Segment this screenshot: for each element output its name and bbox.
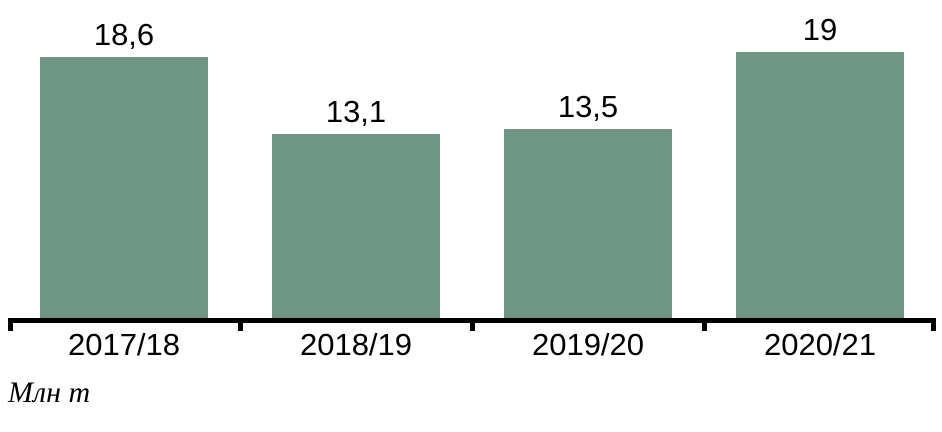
bar-group: 13,5 xyxy=(472,0,704,318)
bar xyxy=(736,52,904,318)
bar xyxy=(504,129,672,318)
plot-area: 18,6 13,1 13,5 19 xyxy=(8,0,936,318)
bar-value-label: 13,1 xyxy=(325,94,387,129)
x-axis-category-label: 2017/18 xyxy=(67,327,181,362)
bar xyxy=(272,134,440,318)
bar-value-label: 13,5 xyxy=(557,89,619,124)
x-axis-tick xyxy=(701,318,707,331)
x-axis-category-label: 2019/20 xyxy=(531,327,645,362)
y-axis-unit-label: Млн т xyxy=(8,376,91,409)
x-axis-tick xyxy=(8,318,13,331)
x-axis-tick xyxy=(931,318,936,331)
x-axis-labels: 2017/18 2018/19 2019/20 2020/21 xyxy=(8,325,936,365)
x-axis-category-label: 2018/19 xyxy=(299,327,413,362)
bar-group: 18,6 xyxy=(8,0,240,318)
bar-group: 13,1 xyxy=(240,0,472,318)
x-axis-tick xyxy=(237,318,243,331)
bar-value-label: 19 xyxy=(802,12,838,47)
bar xyxy=(40,57,208,318)
x-axis-tick xyxy=(469,318,475,331)
x-axis-category-label: 2020/21 xyxy=(763,327,877,362)
bar-value-label: 18,6 xyxy=(93,17,155,52)
bar-group: 19 xyxy=(704,0,936,318)
